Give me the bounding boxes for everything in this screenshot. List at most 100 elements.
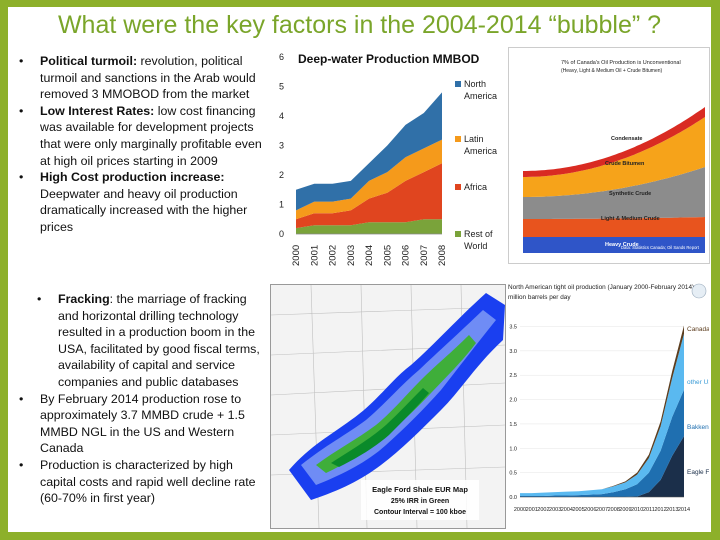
y-tick-label: 1 — [279, 200, 284, 210]
factor-heading: High Cost production increase: — [40, 170, 225, 185]
canada-layer-label: Crude Bitumen — [605, 161, 645, 167]
factor-heading: Low Interest Rates: — [40, 103, 155, 118]
irr-core-zone — [331, 388, 429, 467]
x-tick-label: 2002 — [328, 245, 339, 266]
eur-contour-mid — [301, 310, 496, 485]
map-subtitle: 25% IRR in Green — [391, 498, 449, 505]
canada-chart-subtitle: (Heavy, Light & Medium Oil + Crude Bitum… — [561, 68, 663, 74]
map-title: Eagle Ford Shale EUR Map — [372, 485, 468, 494]
series-label: Eagle Ford — [687, 469, 709, 476]
canada-layer-label: Condensate — [611, 136, 642, 142]
factors-list: Political turmoil: revolution, political… — [15, 53, 265, 236]
factor-text: low cost financing was available for dev… — [40, 103, 262, 168]
tight-oil-chart-ylabel: million barrels per day — [508, 294, 571, 301]
y-tick-label: 5 — [279, 82, 284, 92]
eagle-ford-map: Eagle Ford Shale EUR Map 25% IRR in Gree… — [270, 284, 506, 529]
factor-item: Political turmoil: revolution, political… — [15, 53, 265, 103]
x-tick-label: 2000 — [514, 507, 526, 513]
canada-layer-area — [523, 167, 705, 219]
legend-label: Rest of — [464, 229, 493, 239]
y-tick-label: 2.0 — [509, 398, 517, 404]
series-label: Bakken — [687, 424, 709, 431]
deepwater-series-area — [296, 92, 442, 211]
deepwater-chart-title: Deep-water Production MMBOD — [298, 52, 480, 66]
y-tick-label: 0.0 — [509, 495, 517, 501]
y-tick-label: 1.0 — [509, 446, 517, 452]
legend-label: World — [464, 241, 487, 251]
deepwater-chart: Deep-water Production MMBOD 0 1 2 3 4 5 6 2000 2… — [270, 47, 508, 275]
y-tick-label: 0.5 — [509, 471, 517, 477]
canada-chart-svg: 7% of Canada's Oil Production is Unconve… — [523, 60, 705, 253]
legend-swatch — [455, 184, 461, 190]
y-tick-label: 3.0 — [509, 349, 517, 355]
canada-layer-label: Heavy Crude — [605, 242, 639, 248]
series-label: Canada — [687, 326, 709, 333]
canada-layer-label: Light & Medium Crude — [601, 216, 660, 222]
fracking-text: Production is characterized by high capi… — [40, 457, 256, 506]
y-tick-label: 1.5 — [509, 422, 517, 428]
deepwater-series-area — [296, 163, 442, 229]
fracking-text: : the marriage of fracking and horizonta… — [58, 292, 260, 389]
x-tick-label: 2013 — [666, 507, 678, 513]
y-tick-label: 3.5 — [509, 324, 517, 330]
factor-text: revolution, political turmoil and sancti… — [40, 54, 256, 102]
deepwater-chart-svg: Deep-water Production MMBOD 0 1 2 3 4 5 6 2000 2… — [279, 52, 497, 266]
canada-layer-label: Synthetic Crude — [609, 191, 651, 197]
map-legend-box — [361, 480, 479, 520]
x-tick-label: 2006 — [584, 507, 596, 513]
factor-item: Low Interest Rates: low cost financing w… — [15, 103, 265, 169]
x-tick-label: 2009 — [619, 507, 631, 513]
x-tick-label: 2003 — [549, 507, 561, 513]
x-tick-label: 2011 — [643, 507, 655, 513]
legend-label: Africa — [464, 182, 487, 192]
x-tick-label: 2006 — [401, 245, 412, 266]
fracking-heading: Fracking — [58, 292, 110, 306]
fracking-text: By February 2014 production rose to appr… — [40, 391, 245, 456]
y-tick-label: 3 — [279, 141, 284, 151]
legend-label: America — [464, 91, 497, 101]
factor-text: Deepwater and heavy oil production drama… — [40, 186, 248, 234]
canada-chart-title: 7% of Canada's Oil Production is Unconve… — [561, 60, 681, 66]
canada-layer-area — [523, 217, 705, 237]
x-tick-label: 2005 — [572, 507, 584, 513]
canada-layer-area — [523, 237, 705, 253]
canada-chart: 7% of Canada's Oil Production is Unconve… — [508, 47, 710, 264]
factor-item: High Cost production increase: Deepwater… — [15, 169, 265, 235]
deepwater-series-area — [296, 219, 442, 234]
legend-label: Latin — [464, 134, 484, 144]
y-tick-label: 4 — [279, 111, 284, 121]
factor-heading: Political turmoil: — [40, 54, 138, 68]
legend-label: America — [464, 146, 497, 156]
x-tick-label: 2004 — [561, 507, 573, 513]
canada-layer-area — [523, 117, 705, 197]
legend-swatch — [455, 231, 461, 237]
series-label: other US — [687, 379, 709, 386]
canada-chart-source: Data: Statistics Canada; Oil Sands Repor… — [621, 245, 700, 250]
x-tick-label: 2010 — [631, 507, 643, 513]
tight-oil-chart: North American tight oil production (Jan… — [506, 279, 711, 527]
legend-swatch — [455, 81, 461, 87]
tight-oil-chart-title: North American tight oil production (Jan… — [508, 284, 694, 291]
legend-swatch — [455, 136, 461, 142]
y-tick-label: 2.5 — [509, 373, 517, 379]
x-tick-label: 2008 — [437, 245, 448, 266]
y-tick-label: 0 — [279, 229, 284, 239]
tight-oil-series-area — [520, 436, 684, 497]
map-note: Contour Interval = 100 kboe — [374, 509, 466, 516]
x-tick-label: 2005 — [382, 245, 393, 266]
x-tick-label: 2001 — [526, 507, 538, 513]
fracking-list: Fracking: the marriage of fracking and h… — [15, 291, 267, 507]
x-tick-label: 2000 — [291, 245, 302, 266]
x-tick-label: 2001 — [309, 245, 320, 266]
y-tick-label: 2 — [279, 170, 284, 180]
eagle-ford-map-svg: Eagle Ford Shale EUR Map 25% IRR in Gree… — [270, 284, 506, 529]
fracking-item: Production is characterized by high capi… — [15, 457, 267, 507]
y-tick-label: 6 — [279, 52, 284, 62]
fracking-item: By February 2014 production rose to appr… — [15, 391, 267, 457]
x-tick-label: 2012 — [654, 507, 666, 513]
x-tick-label: 2002 — [537, 507, 549, 513]
x-tick-label: 2004 — [364, 245, 375, 266]
deepwater-series-area — [296, 139, 442, 220]
slide-title: What were the key factors in the 2004-20… — [57, 11, 662, 39]
irr-green-zone — [316, 335, 476, 473]
